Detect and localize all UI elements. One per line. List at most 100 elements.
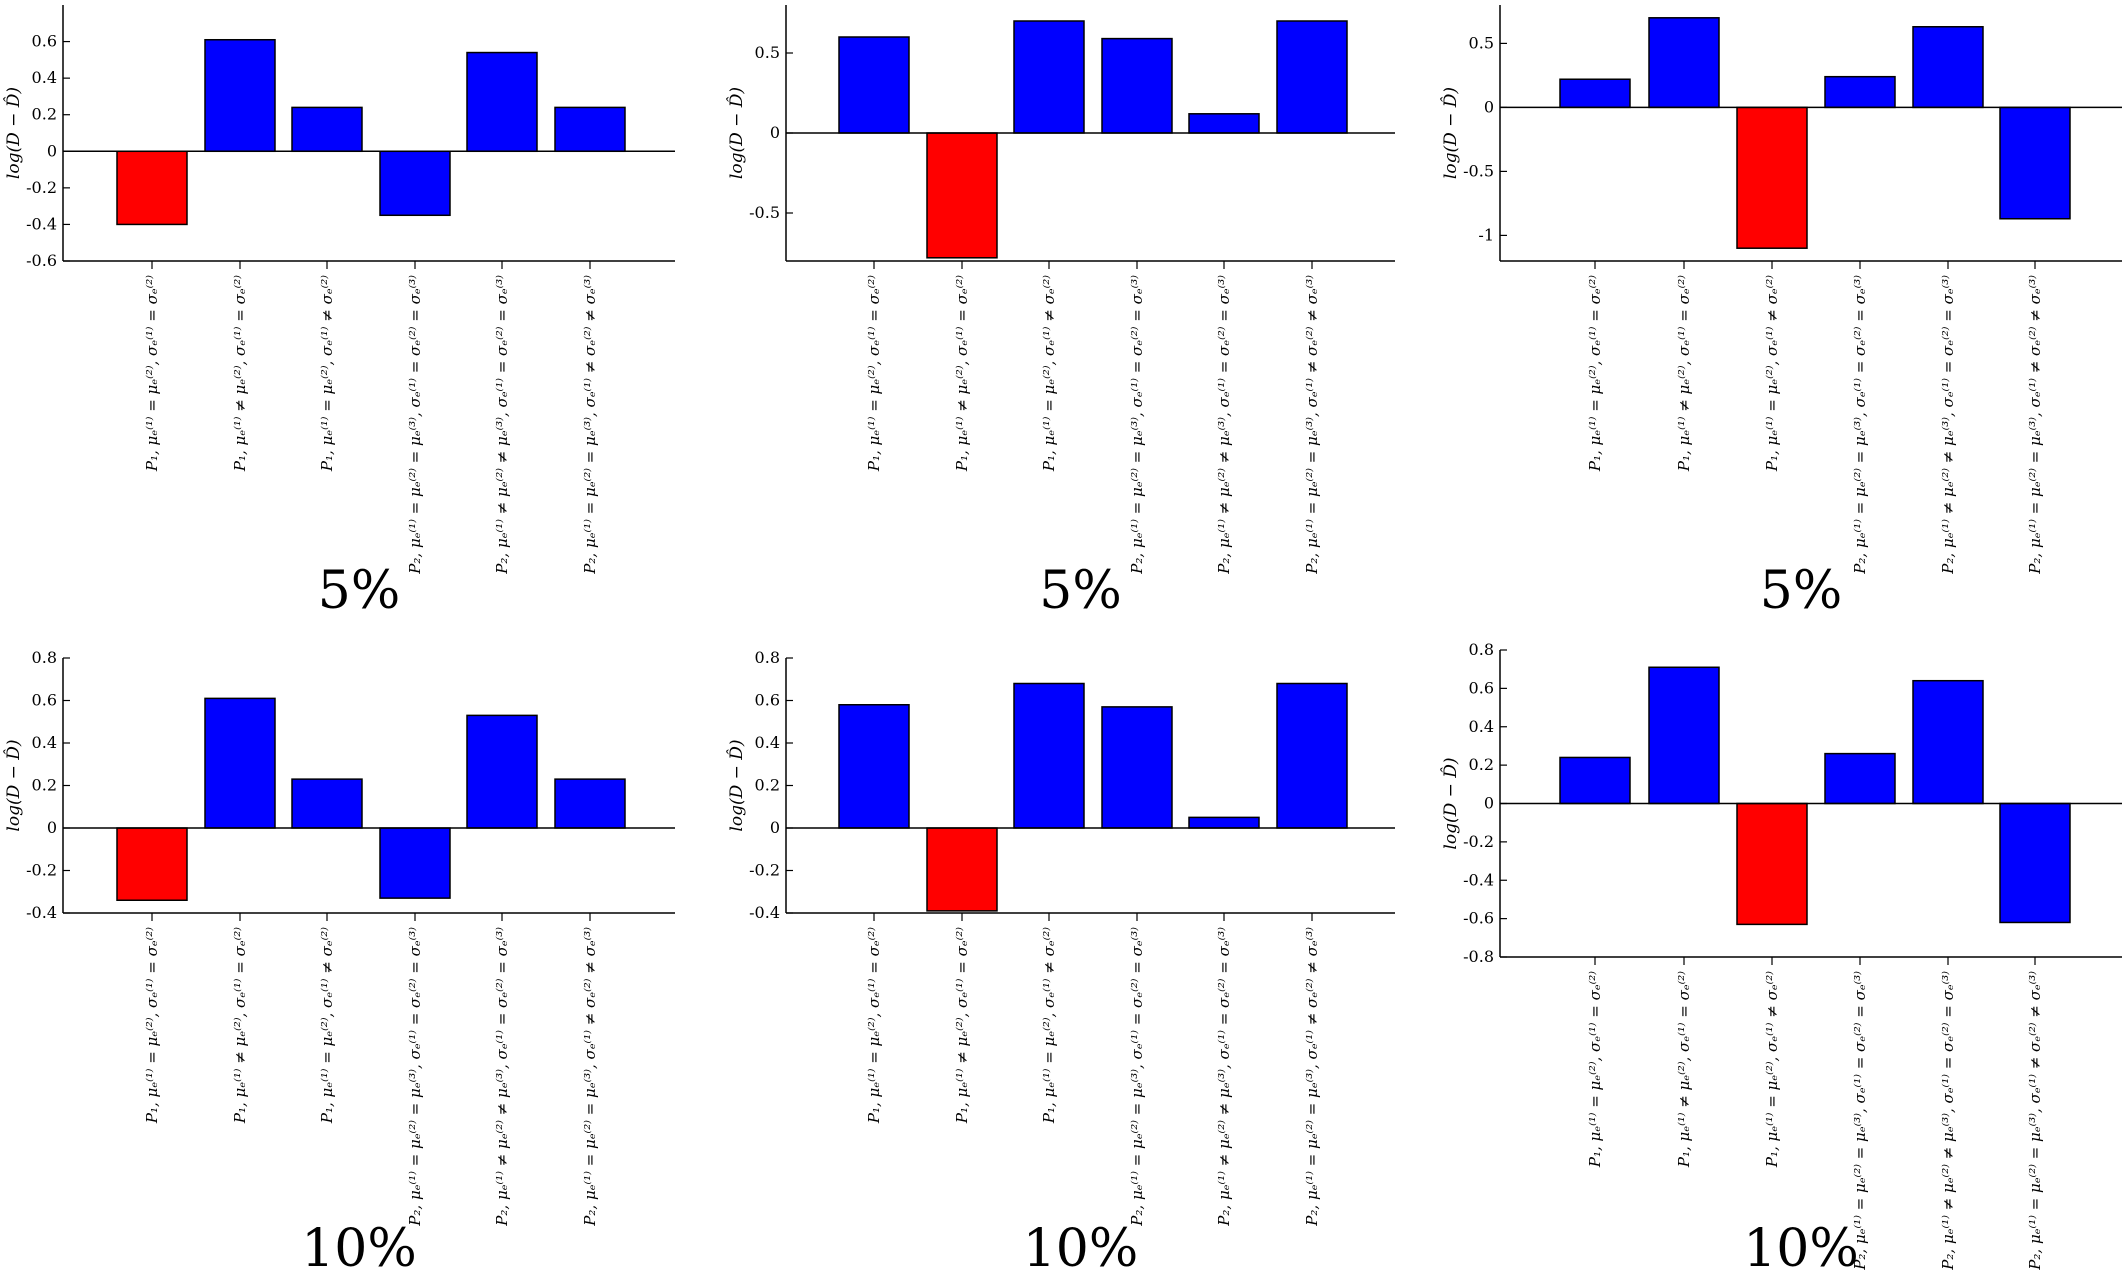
bar-1 — [116, 827, 188, 901]
bar-5 — [1188, 113, 1260, 134]
y-tick-label: 0.2 — [32, 105, 57, 124]
bar-4 — [1101, 706, 1173, 829]
y-tick-label: 0.8 — [32, 648, 57, 667]
y-tick-label: -0.5 — [1463, 161, 1494, 180]
chart-caption: 10% — [1023, 1219, 1139, 1279]
bar-3 — [291, 106, 363, 153]
chart-panel-5: -0.4 -0.2 0 0.2 0.4 0.6 0.8 P₁, μₑ⁽¹⁾ = μₑ⁽²⁾, … — [727, 648, 1395, 1279]
category-label: P₁, μₑ⁽¹⁾ ≠ μₑ⁽²⁾, σₑ⁽¹⁾ = σₑ⁽²⁾ — [231, 275, 249, 472]
category-label: P₂, μₑ⁽¹⁾ = μₑ⁽²⁾ = μₑ⁽³⁾, σₑ⁽¹⁾ ≠ σₑ⁽²⁾… — [581, 275, 599, 575]
chart-panel-4: -0.4 -0.2 0 0.2 0.4 0.6 0.8 P₁, μₑ⁽¹⁾ = μₑ⁽²⁾, … — [4, 648, 675, 1279]
bar-3 — [291, 778, 363, 829]
y-tick-label: 0.4 — [1469, 717, 1494, 736]
category-label: P₁, μₑ⁽¹⁾ = μₑ⁽²⁾, σₑ⁽¹⁾ = σₑ⁽²⁾ — [143, 275, 161, 472]
y-tick-label: -0.2 — [1463, 832, 1494, 851]
bar-6 — [1999, 802, 2071, 924]
y-tick-label: 0 — [770, 818, 780, 837]
category-label: P₁, μₑ⁽¹⁾ = μₑ⁽²⁾, σₑ⁽¹⁾ ≠ σₑ⁽²⁾ — [318, 275, 336, 472]
y-tick-label: -0.2 — [26, 178, 57, 197]
category-label: P₂, μₑ⁽¹⁾ = μₑ⁽²⁾ = μₑ⁽³⁾, σₑ⁽¹⁾ ≠ σₑ⁽²⁾… — [1303, 275, 1321, 575]
bar-3 — [1013, 20, 1085, 134]
chart-caption: 10% — [1743, 1219, 1859, 1279]
category-label: P₂, μₑ⁽¹⁾ = μₑ⁽²⁾ = μₑ⁽³⁾, σₑ⁽¹⁾ ≠ σₑ⁽²⁾… — [1303, 927, 1321, 1227]
y-tick-label: 0.6 — [755, 691, 780, 710]
bar-6 — [1999, 106, 2071, 220]
y-axis-label: log(D − D̂) — [1441, 757, 1461, 849]
chart-caption: 5% — [318, 561, 401, 621]
bar-4 — [379, 827, 451, 899]
y-tick-label: -0.2 — [749, 861, 780, 880]
category-label: P₁, μₑ⁽¹⁾ ≠ μₑ⁽²⁾, σₑ⁽¹⁾ = σₑ⁽²⁾ — [1675, 971, 1693, 1168]
y-tick-label: -0.4 — [26, 214, 57, 233]
y-tick-label: 0.4 — [755, 733, 780, 752]
y-tick-label: 0.8 — [1469, 640, 1494, 659]
chart-caption: 5% — [1039, 561, 1122, 621]
y-axis-label: log(D − D̂) — [4, 739, 24, 831]
category-label: P₂, μₑ⁽¹⁾ ≠ μₑ⁽²⁾ ≠ μₑ⁽³⁾, σₑ⁽¹⁾ = σₑ⁽²⁾… — [1215, 927, 1233, 1227]
category-label: P₁, μₑ⁽¹⁾ = μₑ⁽²⁾, σₑ⁽¹⁾ ≠ σₑ⁽²⁾ — [1040, 275, 1058, 472]
bar-4 — [1824, 752, 1896, 805]
bar-1 — [1559, 756, 1631, 805]
bar-2 — [926, 827, 998, 912]
category-label: P₂, μₑ⁽¹⁾ = μₑ⁽²⁾ = μₑ⁽³⁾, σₑ⁽¹⁾ = σₑ⁽²⁾… — [1128, 927, 1146, 1227]
bar-5 — [466, 51, 538, 153]
bar-2 — [204, 697, 276, 829]
category-label: P₁, μₑ⁽¹⁾ = μₑ⁽²⁾, σₑ⁽¹⁾ ≠ σₑ⁽²⁾ — [1763, 275, 1781, 472]
y-tick-label: 0.2 — [1469, 755, 1494, 774]
bar-4 — [1824, 75, 1896, 109]
bar-3 — [1736, 802, 1808, 926]
bar-5 — [1188, 816, 1260, 829]
chart-panel-1: -0.6 -0.4 -0.2 0 0.2 0.4 0.6 P₁, μₑ⁽¹⁾ = μₑ⁽²⁾,… — [4, 5, 675, 621]
bar-4 — [379, 150, 451, 217]
category-label: P₂, μₑ⁽¹⁾ = μₑ⁽²⁾ = μₑ⁽³⁾, σₑ⁽¹⁾ = σₑ⁽²⁾… — [1851, 275, 1869, 575]
category-label: P₂, μₑ⁽¹⁾ ≠ μₑ⁽²⁾ ≠ μₑ⁽³⁾, σₑ⁽¹⁾ = σₑ⁽²⁾… — [493, 275, 511, 575]
category-label: P₂, μₑ⁽¹⁾ = μₑ⁽²⁾ = μₑ⁽³⁾, σₑ⁽¹⁾ ≠ σₑ⁽²⁾… — [2026, 275, 2044, 575]
y-tick-label: 0.4 — [32, 68, 57, 87]
y-tick-label: -0.5 — [749, 203, 780, 222]
bar-1 — [838, 704, 910, 829]
bar-2 — [926, 132, 998, 259]
y-tick-label: -0.6 — [26, 251, 57, 270]
category-label: P₁, μₑ⁽¹⁾ ≠ μₑ⁽²⁾, σₑ⁽¹⁾ = σₑ⁽²⁾ — [231, 927, 249, 1124]
y-tick-label: -0.6 — [1463, 909, 1494, 928]
bar-4 — [1101, 37, 1173, 134]
chart-panel-6: -0.8 -0.6 -0.4 -0.2 0 0.2 0.4 0.6 0.8 P₁, μₑ⁽¹⁾ =… — [1441, 640, 2122, 1279]
y-tick-label: 0.2 — [32, 776, 57, 795]
bar-1 — [116, 150, 188, 226]
bar-2 — [1648, 666, 1720, 805]
y-tick-label: -0.2 — [26, 861, 57, 880]
category-label: P₂, μₑ⁽¹⁾ = μₑ⁽²⁾ = μₑ⁽³⁾, σₑ⁽¹⁾ = σₑ⁽²⁾… — [406, 927, 424, 1227]
y-tick-label: 0 — [770, 123, 780, 142]
category-label: P₂, μₑ⁽¹⁾ = μₑ⁽²⁾ = μₑ⁽³⁾, σₑ⁽¹⁾ ≠ σₑ⁽²⁾… — [581, 927, 599, 1227]
category-label: P₂, μₑ⁽¹⁾ = μₑ⁽²⁾ = μₑ⁽³⁾, σₑ⁽¹⁾ = σₑ⁽²⁾… — [1851, 971, 1869, 1271]
y-tick-label: 0.6 — [32, 691, 57, 710]
bar-6 — [554, 778, 626, 829]
bar-1 — [838, 36, 910, 134]
bar-2 — [204, 38, 276, 153]
category-label: P₂, μₑ⁽¹⁾ = μₑ⁽²⁾ = μₑ⁽³⁾, σₑ⁽¹⁾ = σₑ⁽²⁾… — [1128, 275, 1146, 575]
y-axis-label: log(D − D̂) — [727, 739, 747, 831]
y-tick-label: 0 — [1484, 794, 1494, 813]
category-label: P₁, μₑ⁽¹⁾ ≠ μₑ⁽²⁾, σₑ⁽¹⁾ = σₑ⁽²⁾ — [953, 927, 971, 1124]
bar-6 — [1276, 20, 1348, 134]
bar-6 — [554, 106, 626, 153]
y-tick-label: 0.5 — [1469, 33, 1494, 52]
category-label: P₁, μₑ⁽¹⁾ ≠ μₑ⁽²⁾, σₑ⁽¹⁾ = σₑ⁽²⁾ — [953, 275, 971, 472]
chart-caption: 10% — [301, 1219, 417, 1279]
y-axis-label: log(D − D̂) — [1441, 87, 1461, 179]
y-tick-label: 0.6 — [1469, 678, 1494, 697]
category-label: P₂, μₑ⁽¹⁾ ≠ μₑ⁽²⁾ ≠ μₑ⁽³⁾, σₑ⁽¹⁾ = σₑ⁽²⁾… — [1215, 275, 1233, 575]
y-tick-label: 0.8 — [755, 648, 780, 667]
y-tick-label: 0 — [1484, 97, 1494, 116]
category-label: P₁, μₑ⁽¹⁾ = μₑ⁽²⁾, σₑ⁽¹⁾ = σₑ⁽²⁾ — [865, 275, 883, 472]
y-tick-label: 0.4 — [32, 733, 57, 752]
y-tick-label: 0.5 — [755, 43, 780, 62]
chart-caption: 5% — [1760, 561, 1843, 621]
y-tick-label: -0.4 — [1463, 870, 1494, 889]
bar-2 — [1648, 17, 1720, 109]
y-tick-label: -0.8 — [1463, 947, 1494, 966]
bar-5 — [1912, 679, 1984, 805]
bar-1 — [1559, 78, 1631, 109]
category-label: P₁, μₑ⁽¹⁾ = μₑ⁽²⁾, σₑ⁽¹⁾ ≠ σₑ⁽²⁾ — [1763, 971, 1781, 1168]
